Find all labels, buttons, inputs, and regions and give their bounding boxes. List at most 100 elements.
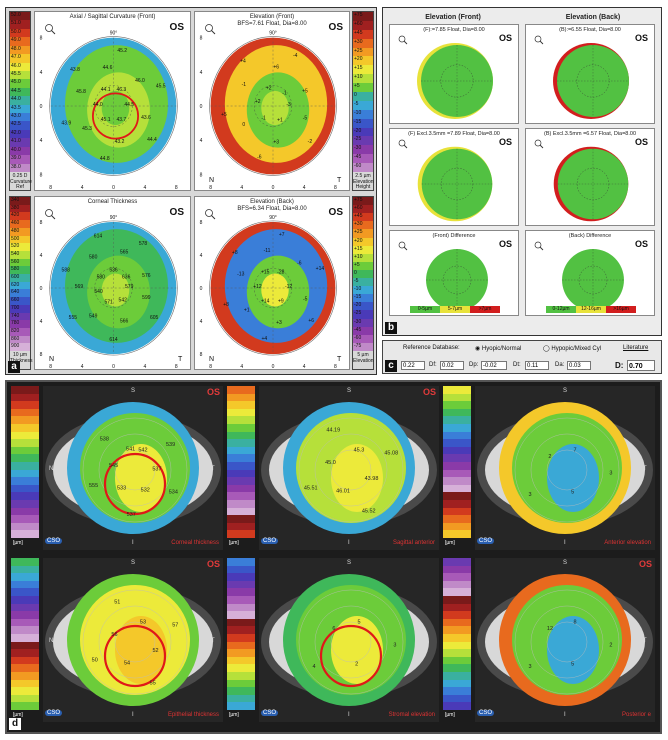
scale-step: 740 — [10, 312, 30, 321]
scale-label: 380 — [11, 204, 20, 211]
map-caption: Anterior elevation — [604, 540, 651, 546]
elevation-graphic — [534, 35, 629, 119]
scale-step — [227, 477, 255, 486]
scale-label: 660 — [11, 297, 20, 304]
map-value: 580 — [89, 255, 98, 261]
inferior-label: I — [564, 540, 566, 546]
radio-hyopic-normal[interactable]: ◉ Hyopic/Normal — [475, 346, 522, 352]
scale-step — [11, 439, 39, 448]
scale-footer: Height — [355, 184, 371, 190]
scale-step — [227, 687, 255, 696]
map-value: +2 — [255, 99, 261, 105]
topography-overlay: 5 3 2 4 6 — [261, 574, 437, 706]
literature-link[interactable]: Literature — [623, 345, 649, 351]
scale-step: +75 — [353, 12, 373, 22]
scale-label: 39.0 — [11, 155, 21, 162]
tile-subtitle: (B):=6.55 Float, Dia=8.00 — [559, 27, 621, 33]
scale-step — [11, 672, 39, 680]
scale-label: 44.0 — [11, 96, 21, 103]
scale-step: 46.0 — [10, 62, 30, 72]
scale-step — [443, 431, 471, 440]
zoom-icon[interactable] — [534, 139, 544, 149]
scale-step — [227, 462, 255, 470]
zoom-icon[interactable] — [534, 35, 544, 45]
map-value: 45.0 — [325, 460, 336, 466]
scale-step — [227, 439, 255, 448]
temporal-label: T — [178, 356, 183, 363]
scale-step: 47.0 — [10, 54, 30, 63]
scale-step — [443, 522, 471, 531]
zoom-icon[interactable] — [398, 139, 408, 149]
scale-step — [227, 656, 255, 665]
scale-step — [443, 424, 471, 432]
scale-step: -30 — [353, 318, 373, 328]
scale-step — [443, 408, 471, 417]
map-value: -1 — [282, 90, 287, 96]
scale-step: +30 — [353, 38, 373, 49]
zoom-icon[interactable] — [205, 209, 216, 220]
da-value: 0.03 — [567, 361, 591, 370]
radio-hypopic-mixed[interactable]: ◯ Hypopic/Mixed Cyl — [543, 346, 602, 352]
map-value: 5 — [357, 619, 360, 625]
axis-tick: 4 — [240, 185, 243, 191]
axis-tick: 8 — [40, 172, 43, 178]
scale-label: -25 — [354, 310, 362, 317]
zoom-icon[interactable] — [398, 241, 408, 251]
zoom-icon[interactable] — [45, 209, 56, 220]
scale-step — [11, 558, 39, 566]
scale-step — [11, 393, 39, 402]
scale-step: +60 — [353, 205, 373, 214]
map-value: 565 — [120, 249, 129, 255]
axis-tick: 4 — [40, 70, 43, 76]
eye-label: OS — [638, 559, 652, 569]
d-value: 0.70 — [627, 360, 655, 371]
scale-step — [227, 446, 255, 455]
elevation-tile: (B):=6.55 Float, Dia=8.00 OS — [525, 24, 655, 124]
map-value: +3 — [273, 139, 279, 145]
zoom-icon[interactable] — [45, 24, 56, 35]
scale-label: 0 — [354, 92, 357, 98]
scale-step — [443, 477, 471, 486]
scale-label: 540 — [11, 250, 20, 257]
scale-step — [443, 634, 471, 642]
scale-step — [11, 656, 39, 665]
map-value: 51 — [114, 600, 120, 606]
scale-step — [443, 492, 471, 501]
scale-footer: Ref — [16, 184, 24, 190]
scale-label: 42.0 — [11, 129, 21, 136]
axis-tick: 4 — [200, 319, 203, 325]
nasal-label: N — [209, 177, 214, 184]
topography-overlay: 8 2 5 3 12 — [477, 574, 653, 706]
d-label: D: — [615, 361, 624, 370]
axis-tick: 8 — [49, 364, 52, 370]
map-value: 3 — [609, 470, 612, 476]
scale-step — [443, 588, 471, 597]
scale-step: +25 — [353, 47, 373, 57]
map-value: +14 — [261, 298, 270, 304]
map-value: 599 — [142, 295, 151, 301]
scale-step — [443, 573, 471, 582]
scale-step: 39.0 — [10, 155, 30, 165]
zoom-icon[interactable] — [205, 24, 216, 35]
axis-tick: 0 — [200, 286, 203, 292]
scale-step — [443, 672, 471, 680]
zoom-icon[interactable] — [398, 35, 408, 45]
scale-step: -15 — [353, 118, 373, 129]
zoom-icon[interactable] — [534, 241, 544, 251]
scale-step — [443, 596, 471, 604]
scale-step — [443, 558, 471, 566]
axis-tick: 4 — [200, 138, 203, 144]
scale-step — [11, 500, 39, 508]
scale-step: 420 — [10, 212, 30, 221]
map-value: 6 — [332, 626, 335, 632]
scale-step — [227, 596, 255, 604]
scale-step — [11, 702, 39, 711]
map-value: 43.98 — [365, 476, 379, 482]
scale-step: 480 — [10, 227, 30, 236]
scale-step — [227, 672, 255, 680]
scale-step — [443, 401, 471, 410]
superior-label: S — [131, 388, 136, 394]
scale-step — [11, 424, 39, 432]
map-value: 7 — [573, 447, 576, 453]
scale-label: 49.0 — [11, 37, 21, 44]
